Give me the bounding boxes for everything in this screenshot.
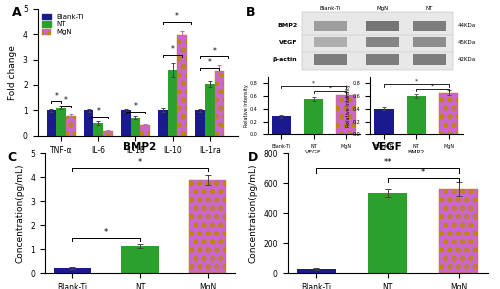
X-axis label: BMP2: BMP2 — [408, 151, 425, 155]
Bar — [158, 110, 168, 136]
Text: Blank-Ti: Blank-Ti — [320, 6, 341, 11]
Bar — [314, 54, 347, 65]
Bar — [178, 35, 187, 136]
Text: *: * — [212, 47, 216, 55]
Title: BMP2: BMP2 — [124, 142, 156, 152]
Y-axis label: Relative Intensity: Relative Intensity — [346, 84, 351, 127]
Text: β-actin: β-actin — [273, 57, 297, 62]
Y-axis label: Concentration(pg/mL): Concentration(pg/mL) — [16, 163, 25, 263]
Bar — [214, 71, 224, 136]
Text: *: * — [312, 80, 316, 85]
Bar — [56, 108, 66, 136]
Text: *: * — [175, 12, 179, 21]
Bar — [103, 131, 113, 136]
Bar — [130, 118, 140, 136]
Bar — [336, 95, 356, 134]
Bar — [189, 180, 226, 273]
Text: D: D — [248, 151, 258, 164]
Text: *: * — [328, 86, 332, 91]
Text: MgN: MgN — [376, 6, 388, 11]
Bar — [196, 110, 205, 136]
Text: 44KDa: 44KDa — [458, 23, 475, 28]
Bar — [121, 110, 130, 136]
Bar — [94, 123, 103, 136]
Text: *: * — [414, 79, 418, 84]
Text: B: B — [246, 6, 256, 19]
Text: *: * — [138, 158, 142, 167]
Text: *: * — [421, 168, 426, 177]
Legend: Blank-Ti, NT, MgN: Blank-Ti, NT, MgN — [41, 12, 85, 36]
Bar — [205, 84, 214, 136]
Text: *: * — [104, 228, 108, 237]
Bar — [272, 116, 291, 134]
Bar — [54, 268, 91, 273]
Y-axis label: Fold change: Fold change — [8, 45, 18, 100]
Text: C: C — [7, 151, 16, 164]
Text: NT: NT — [426, 6, 433, 11]
Bar — [314, 37, 347, 47]
Y-axis label: Concentration(pg/mL): Concentration(pg/mL) — [248, 163, 258, 263]
Bar — [168, 70, 177, 136]
Bar — [66, 116, 76, 136]
Text: 45KDa: 45KDa — [458, 40, 475, 45]
Bar — [46, 110, 56, 136]
Bar — [296, 269, 336, 273]
Text: A: A — [12, 6, 21, 19]
Bar — [314, 21, 347, 31]
Text: *: * — [208, 58, 212, 67]
Bar — [439, 93, 458, 134]
Bar — [366, 37, 398, 47]
Title: VEGF: VEGF — [372, 142, 403, 152]
Bar — [368, 193, 407, 273]
Bar — [84, 110, 94, 136]
Bar — [413, 21, 446, 31]
Bar — [413, 54, 446, 65]
Text: *: * — [96, 107, 100, 116]
Text: *: * — [64, 96, 68, 105]
Bar — [406, 96, 426, 134]
Text: BMP2: BMP2 — [278, 23, 297, 28]
Text: *: * — [54, 92, 58, 101]
Bar — [304, 99, 324, 134]
Bar — [122, 246, 158, 273]
Bar — [140, 125, 150, 136]
Bar — [374, 109, 394, 134]
Y-axis label: Relative Intensity: Relative Intensity — [244, 84, 248, 127]
Text: 42KDa: 42KDa — [458, 57, 475, 62]
Bar — [302, 12, 452, 70]
Bar — [413, 37, 446, 47]
Bar — [439, 189, 478, 273]
Bar — [366, 54, 398, 65]
X-axis label: VEGF: VEGF — [306, 151, 322, 155]
Text: **: ** — [384, 158, 392, 168]
Text: VEGF: VEGF — [279, 40, 297, 45]
Text: *: * — [170, 45, 174, 54]
Text: *: * — [134, 103, 138, 112]
Bar — [366, 21, 398, 31]
Text: *: * — [431, 84, 434, 89]
